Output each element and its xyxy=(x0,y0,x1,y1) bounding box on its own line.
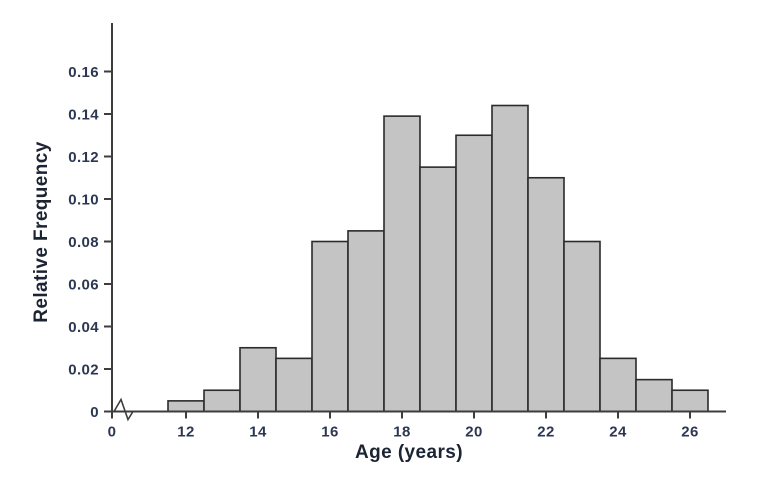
y-tick-label: 0.10 xyxy=(68,192,99,209)
x-tick-label: 16 xyxy=(321,424,339,441)
histogram-bar xyxy=(635,378,673,413)
x-tick-label: 14 xyxy=(249,424,267,441)
y-tick-label: 0 xyxy=(90,404,99,421)
bars-group xyxy=(167,104,709,413)
y-tick-label: 0.08 xyxy=(68,234,99,251)
y-tick-label: 0.12 xyxy=(68,149,99,166)
x-axis-break-icon xyxy=(113,397,134,422)
ticks-group: 0 0.02 0.04 0.06 0.08 0.10 0.12 0.14 0.16 0 12 14 16… xyxy=(68,64,699,441)
histogram-bar xyxy=(383,115,421,413)
x-tick-label: 12 xyxy=(177,424,195,441)
x-tick-label: 20 xyxy=(465,424,483,441)
histogram-bar xyxy=(239,346,277,413)
y-tick-label: 0.02 xyxy=(68,362,99,379)
histogram-bar xyxy=(491,104,529,413)
histogram-bar xyxy=(311,240,349,413)
y-tick-label: 0.16 xyxy=(68,64,99,81)
x-tick-label: 22 xyxy=(537,424,555,441)
x-tick-label: 18 xyxy=(393,424,411,441)
histogram-bar xyxy=(203,389,241,413)
histogram-bar xyxy=(671,389,709,413)
y-axis-title: Relative Frequency xyxy=(31,141,52,323)
y-tick-label: 0.04 xyxy=(68,319,99,336)
x-axis-title: Age (years) xyxy=(355,442,463,463)
histogram-bar xyxy=(275,357,313,413)
x-tick-label: 26 xyxy=(681,424,699,441)
histogram-bar xyxy=(527,176,565,413)
histogram-bar xyxy=(563,240,601,413)
histogram-bar xyxy=(347,230,385,413)
histogram-bar xyxy=(167,400,205,413)
histogram-bar xyxy=(599,357,637,413)
y-tick-label: 0.06 xyxy=(68,277,99,294)
histogram-bar xyxy=(419,166,457,413)
x-tick-label: 0 xyxy=(108,424,117,441)
x-tick-label: 24 xyxy=(609,424,627,441)
y-tick-label: 0.14 xyxy=(68,107,99,124)
histogram-bar xyxy=(455,134,493,413)
axes-group xyxy=(111,23,726,422)
